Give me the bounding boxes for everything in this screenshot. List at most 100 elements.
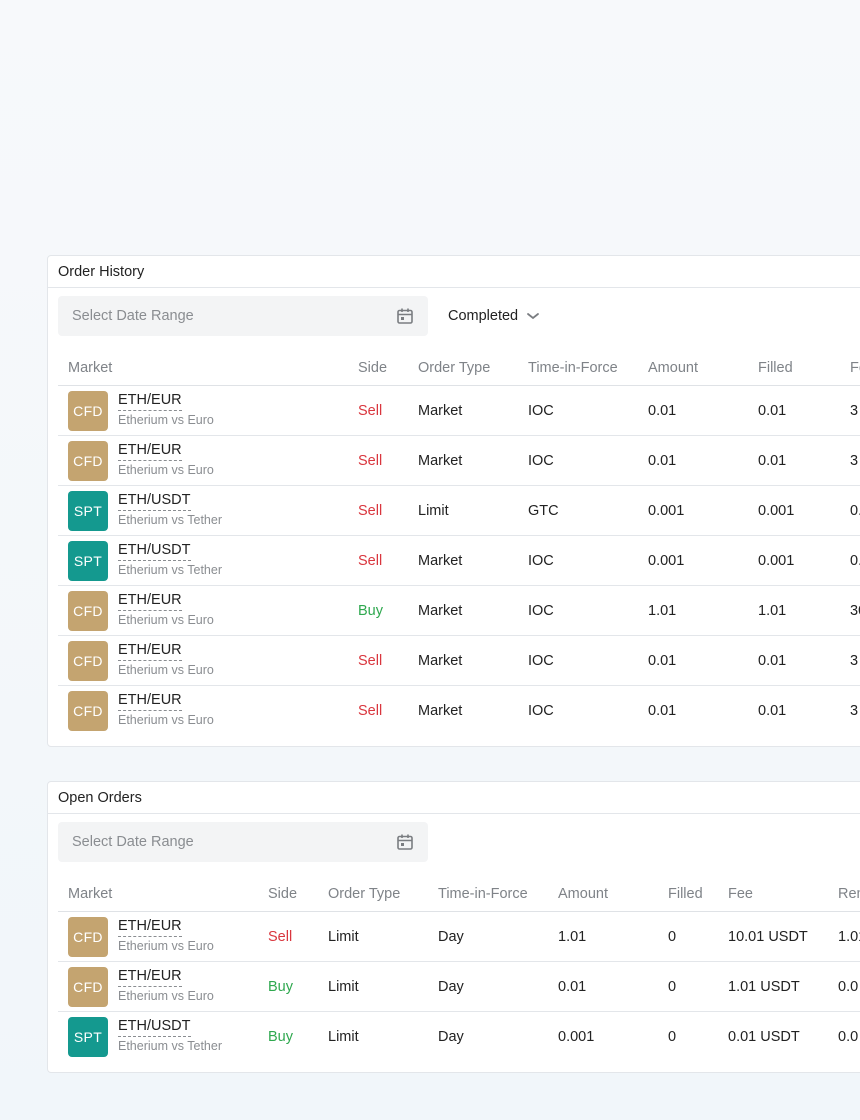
column-header-market: Market — [68, 885, 113, 902]
market-pair-link[interactable]: ETH/USDT — [118, 492, 191, 511]
date-range-placeholder: Select Date Range — [72, 308, 194, 324]
open-orders-filters: Select Date Range — [58, 822, 860, 862]
market-pair-description: Etherium vs Euro — [118, 939, 214, 953]
cell-fee: 3 — [850, 452, 859, 469]
order-history-table: Market Side Order Type Time-in-Force Amount F… — [58, 350, 860, 736]
cell-type: Market — [418, 703, 463, 719]
table-header: Market Side Order Type Time-in-Force Amount F… — [58, 876, 860, 912]
cell-filled: 0 — [668, 1029, 677, 1045]
market-cell: ETH/EUR Etherium vs Euro — [118, 642, 214, 677]
cell-amount: 1.01 — [558, 928, 587, 945]
column-header-order-type: Order Type — [418, 359, 491, 376]
market-pair-link[interactable]: ETH/EUR — [118, 968, 182, 987]
column-header-fee: Fee — [728, 885, 753, 902]
table-header: Market Side Order Type Time-in-Force Amount F… — [58, 350, 860, 386]
market-pair-description: Etherium vs Euro — [118, 463, 214, 477]
column-header-market: Market — [68, 359, 113, 376]
market-cell: ETH/USDT Etherium vs Tether — [118, 542, 222, 577]
cell-filled: 1.01 — [758, 602, 787, 619]
table-row[interactable]: CFD ETH/EUR Etherium vs Euro Sell Market IOC 0… — [58, 686, 860, 736]
cell-side: Sell — [358, 452, 383, 469]
cell-tif: IOC — [528, 402, 554, 419]
cell-tif: Day — [438, 928, 464, 945]
cell-rem: 1.01 — [838, 928, 860, 945]
table-row[interactable]: SPT ETH/USDT Etherium vs Tether Buy Limit Day… — [58, 1012, 860, 1062]
cell-amount: 0.001 — [648, 552, 685, 569]
cell-filled: 0.01 — [758, 402, 787, 419]
table-row[interactable]: CFD ETH/EUR Etherium vs Euro Sell Market IOC 0… — [58, 386, 860, 436]
date-range-input[interactable]: Select Date Range — [58, 296, 428, 336]
column-header-time-in-force: Time-in-Force — [528, 359, 618, 376]
cell-amount: 0.001 — [558, 1029, 595, 1045]
column-header-side: Side — [358, 359, 388, 376]
cell-filled: 0.001 — [758, 502, 795, 519]
order-history-filters: Select Date Range Completed — [58, 296, 860, 336]
cell-type: Market — [418, 602, 463, 619]
market-pair-link[interactable]: ETH/USDT — [118, 1018, 191, 1037]
market-pair-link[interactable]: ETH/EUR — [118, 592, 182, 611]
cell-type: Market — [418, 452, 463, 469]
cell-side: Sell — [268, 928, 293, 945]
market-type-badge: SPT — [68, 541, 108, 581]
market-pair-description: Etherium vs Euro — [118, 713, 214, 727]
date-range-input[interactable]: Select Date Range — [58, 822, 428, 862]
market-pair-description: Etherium vs Tether — [118, 513, 222, 527]
cell-fee: 0. — [850, 502, 860, 519]
cell-fee: 0. — [850, 552, 860, 569]
cell-amount: 0.01 — [648, 402, 677, 419]
table-row[interactable]: CFD ETH/EUR Etherium vs Euro Sell Market IOC 0… — [58, 436, 860, 486]
market-cell: ETH/EUR Etherium vs Euro — [118, 692, 214, 727]
status-filter-select[interactable]: Completed — [448, 308, 540, 324]
cell-type: Market — [418, 652, 463, 669]
column-header-filled: Filled — [758, 359, 793, 376]
cell-rem: 0.0 — [838, 1029, 859, 1045]
cell-type: Limit — [328, 1029, 359, 1045]
cell-amount: 0.01 — [648, 703, 677, 719]
cell-tif: Day — [438, 1029, 464, 1045]
market-pair-link[interactable]: ETH/EUR — [118, 442, 182, 461]
market-type-badge: SPT — [68, 491, 108, 531]
market-pair-link[interactable]: ETH/EUR — [118, 392, 182, 411]
table-row[interactable]: CFD ETH/EUR Etherium vs Euro Sell Market IOC 0… — [58, 636, 860, 686]
status-filter-value: Completed — [448, 308, 519, 324]
market-pair-link[interactable]: ETH/EUR — [118, 692, 182, 711]
cell-fee: 10.01 USDT — [728, 928, 808, 945]
column-header-filled: Filled — [668, 885, 703, 902]
table-row[interactable]: CFD ETH/EUR Etherium vs Euro Buy Market IOC 1.… — [58, 586, 860, 636]
market-type-badge: CFD — [68, 967, 108, 1007]
cell-filled: 0.01 — [758, 452, 787, 469]
market-cell: ETH/EUR Etherium vs Euro — [118, 392, 214, 427]
market-pair-link[interactable]: ETH/EUR — [118, 918, 182, 937]
column-header-rem: Rem — [838, 885, 860, 902]
market-cell: ETH/EUR Etherium vs Euro — [118, 442, 214, 477]
table-row[interactable]: SPT ETH/USDT Etherium vs Tether Sell Limit GT… — [58, 486, 860, 536]
market-type-badge: CFD — [68, 691, 108, 731]
table-row[interactable]: SPT ETH/USDT Etherium vs Tether Sell Market I… — [58, 536, 860, 586]
calendar-icon[interactable] — [396, 307, 414, 325]
market-pair-link[interactable]: ETH/USDT — [118, 542, 191, 561]
cell-side: Buy — [358, 602, 383, 619]
market-pair-description: Etherium vs Euro — [118, 413, 214, 427]
cell-filled: 0.001 — [758, 552, 795, 569]
open-orders-table: Market Side Order Type Time-in-Force Amount F… — [58, 876, 860, 1062]
column-header-fe: Fe — [850, 359, 860, 376]
calendar-icon[interactable] — [396, 833, 414, 851]
market-cell: ETH/EUR Etherium vs Euro — [118, 968, 214, 1003]
market-type-badge: SPT — [68, 1017, 108, 1057]
market-pair-link[interactable]: ETH/EUR — [118, 642, 182, 661]
cell-fee: 3 — [850, 402, 859, 419]
cell-rem: 0.0 — [838, 978, 859, 995]
cell-type: Limit — [328, 978, 359, 995]
table-row[interactable]: CFD ETH/EUR Etherium vs Euro Buy Limit Day 0.0… — [58, 962, 860, 1012]
market-pair-description: Etherium vs Euro — [118, 989, 214, 1003]
cell-fee: 3 — [850, 652, 859, 669]
chevron-down-icon — [527, 313, 540, 320]
cell-tif: IOC — [528, 602, 554, 619]
market-type-badge: CFD — [68, 441, 108, 481]
column-header-amount: Amount — [558, 885, 608, 902]
order-history-title: Order History — [48, 256, 860, 288]
cell-type: Market — [418, 552, 463, 569]
table-row[interactable]: CFD ETH/EUR Etherium vs Euro Sell Limit Day 1.… — [58, 912, 860, 962]
cell-fee: 1.01 USDT — [728, 978, 800, 995]
market-pair-description: Etherium vs Euro — [118, 613, 214, 627]
